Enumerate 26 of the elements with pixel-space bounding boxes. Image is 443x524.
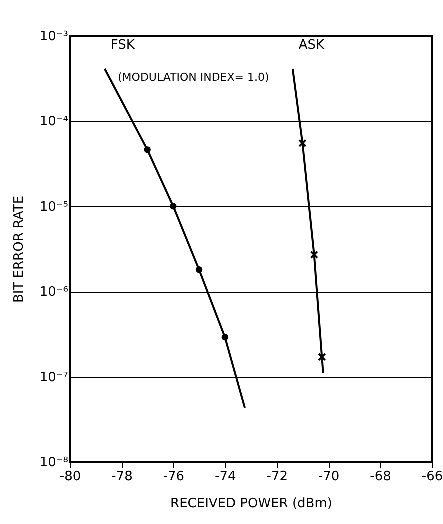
y-tick-label: 10⁻⁴ — [40, 114, 68, 130]
y-tick-label: 10⁻⁷ — [40, 370, 68, 386]
point — [196, 266, 203, 274]
x-tick-label: -70 — [318, 470, 340, 484]
y-axis-title: BIT ERROR RATE — [12, 196, 27, 304]
point — [222, 334, 228, 341]
annotation: (MODULATION INDEX= 1.0) — [118, 71, 270, 84]
y-tick-label: 10⁻⁶ — [40, 285, 68, 300]
y-tick-label: 10⁻⁵ — [40, 200, 68, 215]
x-tick-label: -78 — [112, 470, 133, 484]
y-tick-label: 10⁻⁸ — [40, 456, 68, 470]
x-tick-label: -76 — [163, 470, 185, 484]
x-tick-label: -72 — [266, 470, 288, 484]
y-tick-label: 10⁻³ — [40, 30, 68, 44]
x-tick-label: -66 — [422, 470, 443, 484]
point — [310, 250, 319, 260]
series-label: ASK — [298, 38, 326, 53]
point — [318, 353, 326, 362]
x-tick-label: -80 — [60, 470, 82, 484]
point — [298, 139, 307, 148]
x-tick-label: -68 — [370, 470, 392, 484]
point — [144, 146, 151, 154]
x-axis-title: RECEIVED POWER (dBm) — [170, 496, 332, 512]
x-tick-label: -74 — [215, 470, 236, 484]
series-label: FSK — [110, 38, 136, 53]
point — [170, 203, 177, 210]
